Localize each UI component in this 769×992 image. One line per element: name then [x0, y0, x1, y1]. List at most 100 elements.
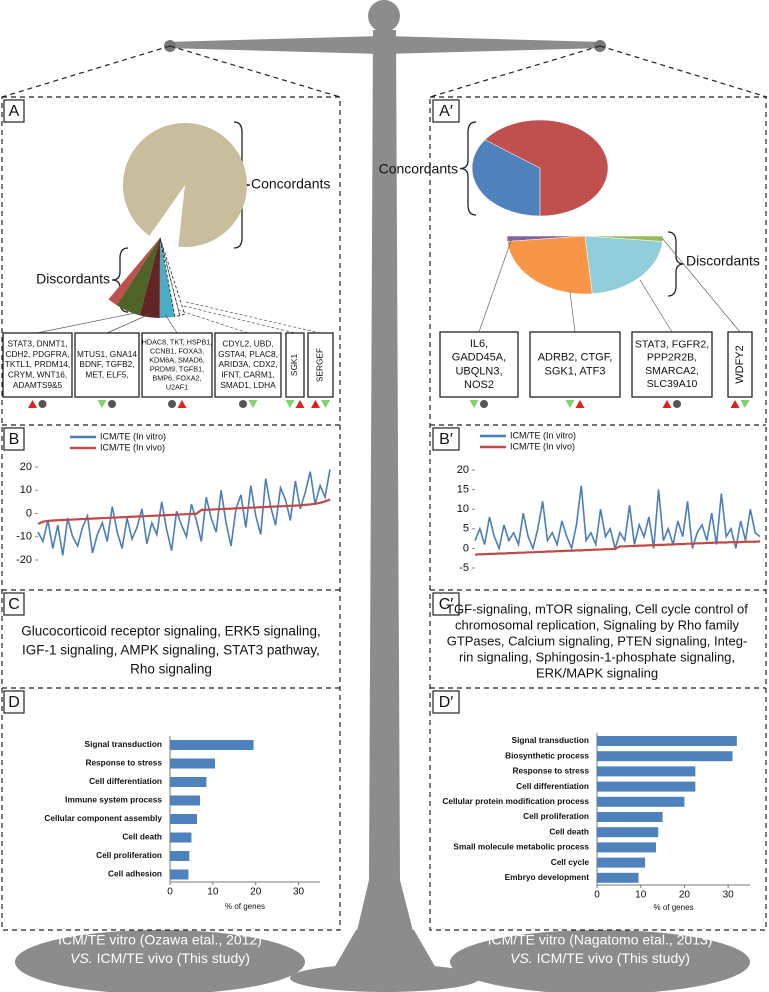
left-pan	[15, 930, 305, 992]
caption: VS. ICM/TE vivo (This study)	[70, 950, 250, 966]
bar	[597, 751, 733, 762]
legend-label: ICM/TE (In vitro)	[100, 431, 166, 441]
up-triangle	[575, 400, 585, 408]
category-label: Cell death	[122, 832, 162, 842]
caption-text: ICM/TE vivo (This study)	[97, 950, 250, 966]
gene-name: STAT3, FGFR2,	[635, 339, 709, 351]
down-triangle	[565, 400, 575, 408]
panel-letter-box	[432, 427, 460, 451]
y-tick-label: 10	[457, 503, 469, 515]
x-axis-label: % of genes	[653, 903, 693, 912]
caption-vs: VS.	[70, 950, 93, 966]
caption: ICM/TE vitro (Ozawa etal., 2012)	[58, 932, 262, 948]
bar	[170, 869, 189, 880]
gene-name: BDNF, TGFB2,	[79, 359, 134, 369]
panel-letter: D′	[439, 694, 454, 711]
gene-name: SMAD1, LDHA	[220, 380, 276, 390]
gene-name: BMP6, FOXA2,	[152, 373, 201, 382]
x-tick-label: 0	[167, 887, 173, 898]
pie-slice	[122, 123, 247, 247]
x-tick-label: 30	[723, 890, 735, 901]
gene-box	[74, 332, 140, 398]
gene-name: PPP2R2B,	[647, 352, 697, 364]
y-tick-label: 0	[463, 542, 469, 554]
balance-foot	[330, 930, 440, 975]
y-tick-label: -20	[16, 554, 32, 566]
caption-text: ICM/TE vivo (This study)	[537, 950, 690, 966]
up-triangle	[295, 400, 305, 408]
pathway-text: chromosomal replication, Signaling by Rh…	[455, 617, 739, 632]
y-tick-label: 20	[20, 461, 32, 473]
category-label: Signal transduction	[512, 735, 589, 745]
y-tick-label: 0	[26, 507, 32, 519]
pie-slice	[139, 238, 160, 318]
y-tick-label: 10	[20, 484, 32, 496]
panel-letter: B′	[439, 431, 453, 448]
bar	[170, 758, 215, 769]
left-panel	[1, 96, 341, 931]
category-label: Cellular component assembly	[44, 813, 162, 823]
gene-box	[727, 331, 753, 398]
legend-label: ICM/TE (In vitro)	[510, 430, 576, 440]
pie-slice	[584, 235, 663, 295]
down-triangle	[97, 400, 107, 408]
down-triangle	[285, 400, 295, 408]
up-triangle	[28, 400, 37, 408]
y-tick-label: -10	[16, 531, 32, 543]
gene-name: SGK1	[289, 354, 299, 377]
y-tick-label: 5	[463, 523, 469, 535]
bar	[597, 857, 646, 868]
down-triangle	[248, 400, 258, 408]
bar	[597, 736, 737, 746]
gene-name: ADRB2, CTGF,	[538, 352, 613, 364]
gene-name: SERGEF	[315, 348, 325, 382]
gene-name: IFNT, CARM1,	[221, 370, 274, 380]
panel-letter: A′	[439, 103, 453, 120]
gene-name: CDH2, PDGFRA,	[5, 349, 69, 359]
legend-label: ICM/TE (In vivo)	[100, 442, 165, 452]
connector	[661, 237, 741, 333]
gene-name: HDAC8, TKT, HSPB1,	[142, 337, 213, 346]
connector	[183, 305, 296, 334]
hanging-line	[1, 45, 171, 98]
balance-knob	[368, 0, 400, 32]
down-triangle	[469, 400, 479, 408]
gene-name: KDM6A, SMAD6,	[149, 355, 205, 364]
legend-label: ICM/TE (In vivo)	[510, 441, 575, 451]
category-label: Cell death	[549, 826, 589, 836]
series-line	[474, 485, 761, 552]
category-label: Response to stress	[85, 758, 162, 768]
gene-box	[307, 332, 334, 398]
bar	[170, 832, 192, 843]
connector	[36, 311, 141, 334]
group-label: Discordants	[36, 271, 110, 287]
panel-letter: D	[8, 694, 20, 711]
category-label: Cell cycle	[551, 857, 590, 867]
gene-name: NOS2	[464, 379, 494, 391]
bar	[170, 795, 200, 806]
x-tick-label: 10	[207, 887, 219, 898]
gene-box	[439, 331, 519, 398]
hanging-lines	[1, 45, 768, 98]
bar	[597, 796, 685, 807]
x-tick-label: 10	[635, 890, 647, 901]
up-triangle	[662, 400, 672, 408]
gene-name: GADD45A,	[452, 352, 506, 364]
gene-name: TKTL1, PRDM14,	[5, 359, 70, 369]
category-label: Cell proliferation	[96, 850, 162, 860]
hanging-line	[429, 45, 601, 98]
panel-letter-box	[3, 427, 25, 451]
panel-letter-box	[3, 592, 25, 616]
category-label: Immune system process	[65, 795, 162, 805]
gene-name: SGK1, ATF3	[545, 365, 606, 377]
gene-name: STAT3, DNMT1,	[7, 338, 67, 348]
gene-name: ADAMTS9&5	[13, 380, 63, 390]
bar	[170, 814, 197, 824]
gene-name: MTUS1, GNA14	[77, 349, 137, 359]
brace	[459, 121, 477, 216]
gene-box	[631, 331, 713, 398]
balance-pillar	[356, 30, 414, 935]
gene-name: WDFY2	[734, 345, 746, 384]
pie-slice	[116, 238, 160, 316]
down-triangle	[321, 400, 330, 408]
